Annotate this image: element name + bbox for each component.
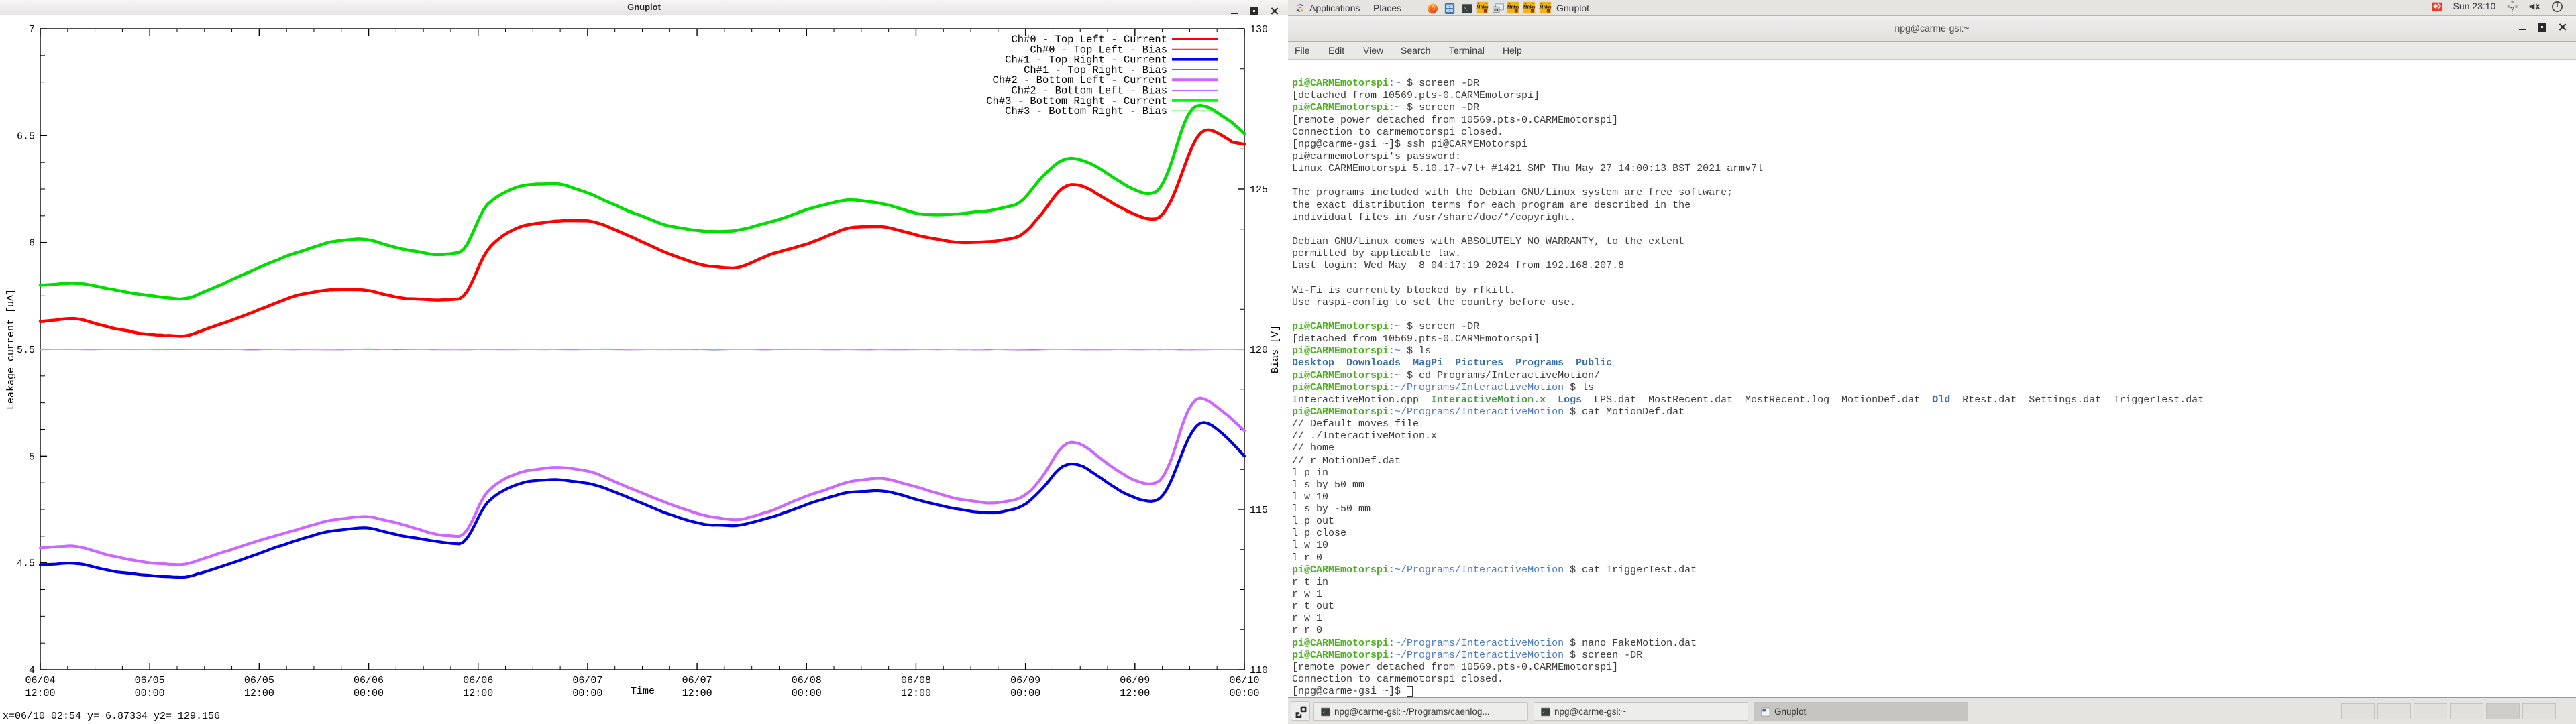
svg-text:x=06/10 02:54 y= 6.87334 y2= 1: x=06/10 02:54 y= 6.87334 y2= 129.156 bbox=[3, 711, 220, 722]
svg-text:12:00: 12:00 bbox=[1120, 688, 1150, 699]
svg-text:06/07: 06/07 bbox=[682, 675, 712, 686]
svg-text:>_: >_ bbox=[1542, 711, 1547, 715]
svg-text:00:00: 00:00 bbox=[1229, 688, 1259, 699]
svg-text:12:00: 12:00 bbox=[682, 688, 712, 699]
svg-text:5: 5 bbox=[29, 451, 35, 463]
svg-text:06/05: 06/05 bbox=[244, 675, 274, 686]
svg-text:00:00: 00:00 bbox=[1010, 688, 1040, 699]
svg-text:06/06: 06/06 bbox=[354, 675, 384, 686]
svg-text:06/04: 06/04 bbox=[25, 675, 55, 686]
svg-text:>_: >_ bbox=[1322, 711, 1327, 715]
svg-text:06/05: 06/05 bbox=[135, 675, 165, 686]
svg-text:00:00: 00:00 bbox=[792, 688, 822, 699]
svg-text:>_: >_ bbox=[1464, 7, 1469, 11]
svg-text:7: 7 bbox=[29, 24, 35, 36]
svg-text:06/08: 06/08 bbox=[901, 675, 931, 686]
svg-text:Time: Time bbox=[631, 686, 655, 697]
svg-text:Ch#3 - Bottom Right - Bias: Ch#3 - Bottom Right - Bias bbox=[1005, 105, 1167, 117]
svg-text:12:00: 12:00 bbox=[901, 688, 931, 699]
svg-text:06/08: 06/08 bbox=[792, 675, 822, 686]
svg-text:00:00: 00:00 bbox=[572, 688, 602, 699]
svg-text:06/09: 06/09 bbox=[1120, 675, 1150, 686]
svg-text:?: ? bbox=[2510, 6, 2515, 13]
svg-text:5.5: 5.5 bbox=[17, 345, 35, 356]
svg-text:06/07: 06/07 bbox=[572, 675, 602, 686]
svg-text:Bias [V]: Bias [V] bbox=[1270, 325, 1281, 373]
svg-text:125: 125 bbox=[1250, 184, 1268, 196]
svg-text:Leakage current [uA]: Leakage current [uA] bbox=[5, 289, 17, 410]
svg-text:12:00: 12:00 bbox=[25, 688, 55, 699]
svg-text:06/06: 06/06 bbox=[463, 675, 493, 686]
svg-text:120: 120 bbox=[1250, 345, 1268, 356]
svg-text:6: 6 bbox=[29, 238, 35, 249]
svg-text:130: 130 bbox=[1250, 24, 1268, 36]
svg-text:12:00: 12:00 bbox=[463, 688, 493, 699]
svg-text:115: 115 bbox=[1250, 505, 1268, 516]
svg-text:6.5: 6.5 bbox=[17, 131, 35, 142]
svg-text:4.5: 4.5 bbox=[17, 558, 35, 570]
svg-text:00:00: 00:00 bbox=[354, 688, 384, 699]
svg-text:12:00: 12:00 bbox=[244, 688, 274, 699]
svg-text:00:00: 00:00 bbox=[135, 688, 165, 699]
svg-text:06/09: 06/09 bbox=[1010, 675, 1040, 686]
svg-text:06/10: 06/10 bbox=[1229, 675, 1259, 686]
